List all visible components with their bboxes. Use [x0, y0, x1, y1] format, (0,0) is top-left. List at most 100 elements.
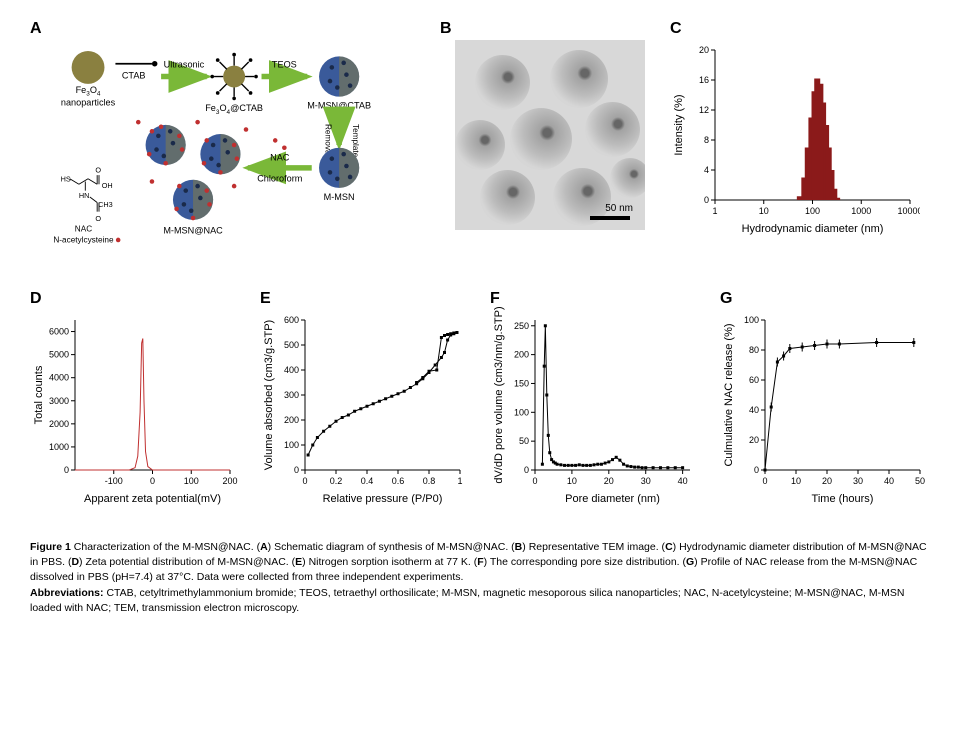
caption-d: Zeta potential distribution of M-MSN@NAC… [85, 556, 288, 568]
svg-text:300: 300 [284, 390, 299, 400]
svg-text:30: 30 [853, 476, 863, 486]
svg-text:500: 500 [284, 340, 299, 350]
svg-text:50: 50 [915, 476, 925, 486]
chart-d-svg: 0100020003000400050006000-1000100200Appa… [30, 290, 240, 520]
m-msn-ctab-particle [319, 56, 359, 96]
ctab-label: CTAB [122, 70, 146, 80]
panel-f-poresize: F 050100150200250010203040Pore diameter … [490, 290, 700, 520]
svg-text:50: 50 [519, 436, 529, 446]
svg-text:12: 12 [699, 105, 709, 115]
caption-a: Schematic diagram of synthesis of M-MSN@… [274, 541, 508, 553]
svg-text:6000: 6000 [49, 327, 69, 337]
panel-f-label: F [490, 290, 500, 308]
panel-b-tem: B 50 nm [440, 20, 650, 250]
schematic-svg: Fe3O4 nanoparticles CTAB Ultrasonic Fe3O… [30, 20, 420, 250]
svg-text:Volume absorbed (cm3/g.STP): Volume absorbed (cm3/g.STP) [263, 320, 275, 470]
m-msn-nac-label: M-MSN@NAC [163, 226, 223, 236]
nac-struct-label: NAC [75, 225, 92, 234]
svg-text:8: 8 [704, 135, 709, 145]
svg-text:0: 0 [754, 465, 759, 475]
svg-text:0: 0 [302, 476, 307, 486]
svg-text:250: 250 [514, 321, 529, 331]
svg-text:Apparent zeta potential(mV): Apparent zeta potential(mV) [84, 493, 221, 505]
chart-g-svg: 02040608010001020304050Time (hours)Culmu… [720, 290, 930, 520]
svg-text:4: 4 [704, 165, 709, 175]
svg-text:0.4: 0.4 [361, 476, 374, 486]
svg-text:HN: HN [79, 191, 90, 200]
svg-text:0: 0 [532, 476, 537, 486]
svg-text:HS: HS [61, 175, 71, 184]
chart-e-svg: 010020030040050060000.20.40.60.81Relativ… [260, 290, 470, 520]
svg-text:200: 200 [514, 350, 529, 360]
caption-e: Nitrogen sorption isotherm at 77 K. [309, 556, 471, 568]
svg-text:40: 40 [678, 476, 688, 486]
panel-d-label: D [30, 290, 42, 308]
svg-text:Culmulative NAC release (%): Culmulative NAC release (%) [723, 323, 735, 466]
svg-text:1000: 1000 [49, 442, 69, 452]
svg-text:0: 0 [150, 476, 155, 486]
tem-image: 50 nm [455, 40, 645, 230]
ultrasonic-label: Ultrasonic [164, 59, 205, 69]
svg-text:100: 100 [184, 476, 199, 486]
svg-text:Relative pressure (P/P0): Relative pressure (P/P0) [323, 493, 443, 505]
svg-text:100: 100 [284, 440, 299, 450]
svg-text:20: 20 [604, 476, 614, 486]
panel-d-zeta: D 0100020003000400050006000-1000100200Ap… [30, 290, 240, 520]
svg-text:30: 30 [641, 476, 651, 486]
svg-text:O: O [95, 165, 101, 174]
svg-text:0: 0 [294, 465, 299, 475]
panel-c-histogram: C 048121620110100100010000Hydrodynamic d… [670, 20, 920, 250]
svg-text:20: 20 [699, 45, 709, 55]
panel-e-isotherm: E 010020030040050060000.20.40.60.81Relat… [260, 290, 470, 520]
teos-label: TEOS [272, 59, 297, 69]
svg-text:OH: OH [102, 181, 113, 190]
svg-text:20: 20 [822, 476, 832, 486]
panel-c-label: C [670, 20, 682, 38]
svg-text:0: 0 [64, 465, 69, 475]
nac-arrow-label: NAC [270, 153, 290, 163]
svg-text:Time (hours): Time (hours) [812, 493, 874, 505]
svg-text:400: 400 [284, 365, 299, 375]
figure-title: Characterization of the M-MSN@NAC. [74, 541, 254, 553]
figure-number: Figure 1 [30, 541, 71, 553]
svg-text:Intensity (%): Intensity (%) [673, 94, 685, 155]
svg-text:40: 40 [749, 405, 759, 415]
svg-text:10: 10 [567, 476, 577, 486]
m-msn-label: M-MSN [324, 192, 355, 202]
abbrev-label: Abbreviations: [30, 587, 104, 599]
svg-text:150: 150 [514, 378, 529, 388]
svg-text:0.6: 0.6 [392, 476, 405, 486]
svg-text:0: 0 [704, 195, 709, 205]
nac-structure: HS O OH HN CH3 O [61, 165, 113, 222]
fe3o4-ctab-label: Fe3O4@CTAB [205, 103, 263, 116]
svg-text:0: 0 [762, 476, 767, 486]
panel-g-release: G 02040608010001020304050Time (hours)Cul… [720, 290, 930, 520]
svg-text:3000: 3000 [49, 396, 69, 406]
svg-text:10: 10 [759, 206, 769, 216]
panel-a-schematic: A Fe3O4 nanoparticles CTAB Ultrasonic [30, 20, 420, 250]
svg-text:40: 40 [884, 476, 894, 486]
svg-text:20: 20 [749, 435, 759, 445]
nac-name-label: N-acetylcysteine [53, 236, 114, 245]
caption-f: The corresponding pore size distribution… [490, 556, 680, 568]
svg-text:600: 600 [284, 315, 299, 325]
svg-text:1000: 1000 [851, 206, 871, 216]
svg-text:60: 60 [749, 375, 759, 385]
svg-text:200: 200 [284, 415, 299, 425]
chart-f-svg: 050100150200250010203040Pore diameter (n… [490, 290, 700, 520]
m-msn-particle [319, 148, 359, 188]
svg-text:O: O [95, 214, 101, 223]
svg-text:2000: 2000 [49, 419, 69, 429]
svg-text:16: 16 [699, 75, 709, 85]
chloroform-label: Chloroform [257, 174, 302, 184]
svg-text:Pore diameter (nm): Pore diameter (nm) [565, 493, 660, 505]
svg-text:200: 200 [222, 476, 237, 486]
scale-bar [590, 216, 630, 220]
fe3o4-label: Fe3O4 [76, 85, 101, 98]
svg-text:dV/dD pore volume (cm3/nm/g.ST: dV/dD pore volume (cm3/nm/g.STP) [493, 306, 505, 483]
panel-b-label: B [440, 20, 452, 38]
m-msn-ctab-label: M-MSN@CTAB [307, 100, 371, 110]
svg-text:0.8: 0.8 [423, 476, 436, 486]
fe3o4-particle [72, 51, 105, 84]
abbrev-text: CTAB, cetyltrimethylammonium bromide; TE… [30, 587, 904, 614]
